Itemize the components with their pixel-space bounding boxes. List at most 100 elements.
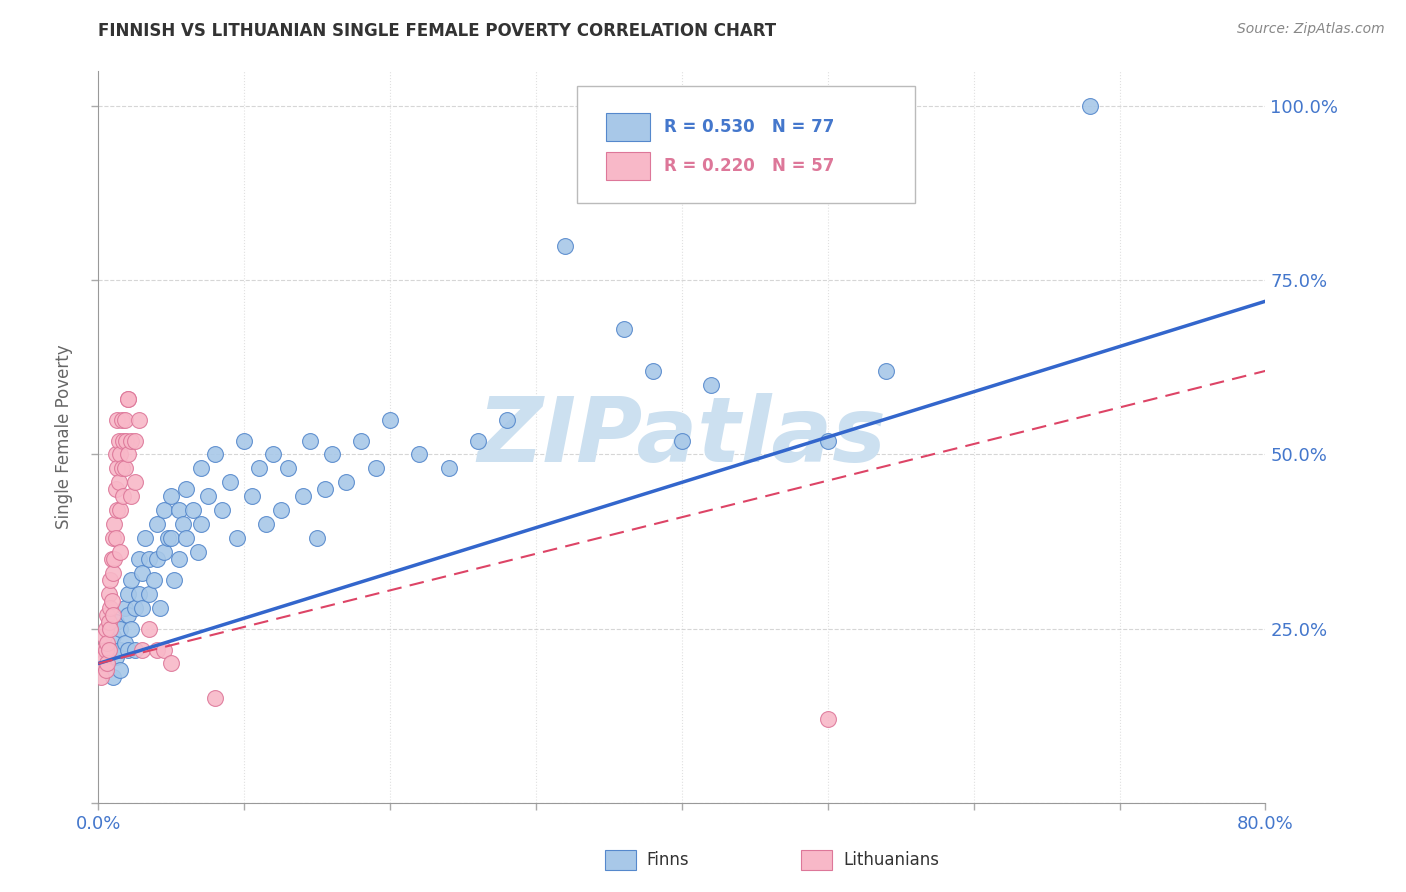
- Point: [100, 594, 122, 608]
- Point: [124, 475, 146, 490]
- Point: [314, 483, 336, 497]
- Point: [97, 642, 120, 657]
- Point: [1080, 99, 1102, 113]
- Point: [124, 642, 146, 657]
- Point: [108, 434, 131, 448]
- Point: [612, 322, 634, 336]
- Point: [117, 642, 139, 657]
- Point: [93, 649, 115, 664]
- Point: [700, 377, 723, 392]
- Point: [247, 461, 270, 475]
- Point: [218, 475, 240, 490]
- Point: [97, 587, 120, 601]
- Point: [240, 489, 263, 503]
- Point: [181, 503, 204, 517]
- Point: [103, 552, 125, 566]
- Text: ZIPatlas: ZIPatlas: [478, 393, 886, 481]
- Point: [160, 657, 183, 671]
- Point: [104, 531, 127, 545]
- Point: [101, 566, 124, 580]
- Point: [153, 642, 176, 657]
- Point: [138, 552, 160, 566]
- Point: [100, 552, 122, 566]
- FancyBboxPatch shape: [606, 113, 651, 141]
- Point: [128, 587, 150, 601]
- Point: [131, 600, 153, 615]
- Y-axis label: Single Female Poverty: Single Female Poverty: [55, 345, 73, 529]
- Point: [96, 607, 118, 622]
- Point: [817, 434, 839, 448]
- Point: [254, 517, 277, 532]
- Point: [335, 475, 357, 490]
- Point: [114, 635, 136, 649]
- Point: [120, 622, 142, 636]
- Point: [96, 635, 118, 649]
- Point: [103, 517, 125, 532]
- Point: [124, 434, 146, 448]
- Text: FINNISH VS LITHUANIAN SINGLE FEMALE POVERTY CORRELATION CHART: FINNISH VS LITHUANIAN SINGLE FEMALE POVE…: [98, 22, 776, 40]
- Point: [167, 503, 190, 517]
- Point: [131, 642, 153, 657]
- Point: [105, 461, 128, 475]
- Point: [142, 573, 165, 587]
- Point: [97, 615, 120, 629]
- Point: [90, 670, 112, 684]
- Point: [91, 642, 114, 657]
- Point: [350, 434, 373, 448]
- Point: [124, 600, 146, 615]
- Point: [91, 657, 114, 671]
- Point: [146, 552, 169, 566]
- Point: [110, 503, 132, 517]
- Point: [101, 629, 124, 643]
- Point: [226, 531, 249, 545]
- Point: [270, 503, 292, 517]
- Point: [104, 448, 127, 462]
- FancyBboxPatch shape: [606, 152, 651, 179]
- Point: [408, 448, 430, 462]
- Point: [117, 587, 139, 601]
- Text: R = 0.220   N = 57: R = 0.220 N = 57: [665, 157, 835, 175]
- Text: R = 0.530   N = 77: R = 0.530 N = 77: [665, 118, 835, 136]
- Point: [437, 461, 460, 475]
- Point: [94, 622, 117, 636]
- Point: [495, 412, 517, 426]
- Point: [190, 517, 212, 532]
- Point: [172, 517, 194, 532]
- Point: [98, 600, 121, 615]
- Point: [101, 531, 124, 545]
- Point: [98, 573, 121, 587]
- Point: [167, 552, 190, 566]
- Point: [174, 531, 197, 545]
- Point: [153, 503, 176, 517]
- Point: [134, 531, 156, 545]
- Point: [875, 364, 897, 378]
- Point: [120, 573, 142, 587]
- Point: [817, 712, 839, 726]
- Point: [98, 622, 121, 636]
- Point: [111, 412, 134, 426]
- Point: [190, 461, 212, 475]
- Point: [233, 434, 256, 448]
- Point: [364, 461, 387, 475]
- Point: [104, 615, 127, 629]
- Point: [112, 434, 135, 448]
- Point: [117, 392, 139, 406]
- Point: [163, 573, 186, 587]
- Point: [117, 607, 139, 622]
- Point: [262, 448, 284, 462]
- Point: [115, 434, 138, 448]
- Point: [160, 489, 183, 503]
- Point: [110, 448, 132, 462]
- Point: [157, 531, 180, 545]
- Point: [110, 664, 132, 678]
- FancyBboxPatch shape: [576, 86, 915, 203]
- Point: [98, 642, 121, 657]
- Point: [641, 364, 664, 378]
- Point: [101, 670, 124, 684]
- Point: [153, 545, 176, 559]
- Point: [298, 434, 321, 448]
- Point: [197, 489, 219, 503]
- Point: [114, 600, 136, 615]
- Point: [111, 461, 134, 475]
- Point: [204, 691, 226, 706]
